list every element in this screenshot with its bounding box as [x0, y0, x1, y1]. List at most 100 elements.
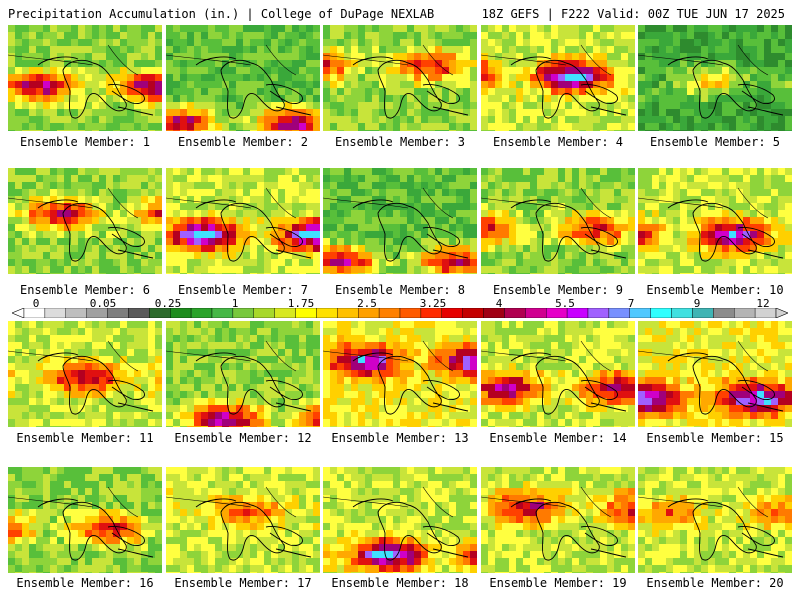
lake-outline [352, 56, 469, 119]
colorbar-tick-label: 0 [32, 297, 40, 310]
colorbar-swatch [337, 308, 359, 318]
colorbar-tick-label: 3.25 [419, 297, 447, 310]
panel-label: Ensemble Member: 9 [492, 283, 624, 297]
member-map-6 [8, 168, 162, 274]
panel-label: Ensemble Member: 7 [177, 283, 309, 297]
member-map-18 [323, 467, 477, 573]
colorbar-tick-label: 1 [231, 297, 239, 310]
member-map-13 [323, 321, 477, 427]
panel-label: Ensemble Member: 3 [334, 135, 466, 149]
colorbar-swatch [44, 308, 66, 318]
member-map-8 [323, 168, 477, 274]
panel-label: Ensemble Member: 5 [649, 135, 781, 149]
lake-outline [352, 498, 469, 561]
panel-label: Ensemble Member: 17 [174, 576, 312, 590]
lake-outline [667, 56, 784, 119]
panel-label: Ensemble Member: 13 [331, 431, 469, 445]
member-map-2 [166, 25, 320, 131]
colorbar-swatch [128, 308, 150, 318]
border-outline [481, 187, 612, 219]
panel-label: Ensemble Member: 14 [489, 431, 627, 445]
colorbar-swatch [525, 308, 547, 318]
lake-outline [667, 498, 784, 561]
lake-outline [37, 352, 154, 415]
member-map-17 [166, 467, 320, 573]
member-map-15 [638, 321, 792, 427]
lake-outline [352, 352, 469, 415]
border-outline [481, 486, 612, 518]
lake-outline [510, 498, 627, 561]
lake-outline [37, 56, 154, 119]
colorbar-swatch [316, 308, 338, 318]
panel-label: Ensemble Member: 18 [331, 576, 469, 590]
colorbar-tick-label: 9 [693, 297, 701, 310]
lake-outline [667, 199, 784, 262]
border-outline [166, 340, 297, 372]
border-outline [323, 187, 454, 219]
colorbar-swatch [399, 308, 422, 318]
colorbar-tick-label: 0.05 [89, 297, 117, 310]
border-outline [8, 187, 139, 219]
member-map-7 [166, 168, 320, 274]
lake-outline [510, 56, 627, 119]
member-map-3 [323, 25, 477, 131]
panel-label: Ensemble Member: 8 [334, 283, 466, 297]
panel-label: Ensemble Member: 4 [492, 135, 624, 149]
border-outline [323, 44, 454, 76]
colorbar-swatch [650, 308, 672, 318]
colorbar-swatch [734, 308, 756, 318]
colorbar-swatch [462, 308, 484, 318]
colorbar-tick-label: 7 [627, 297, 635, 310]
chart-title: Precipitation Accumulation (in.) | Colle… [8, 7, 435, 21]
lake-outline [195, 498, 312, 561]
member-map-10 [638, 168, 792, 274]
member-map-12 [166, 321, 320, 427]
colorbar-swatch [713, 308, 735, 318]
panel-label: Ensemble Member: 10 [646, 283, 784, 297]
colorbar-tick-label: 5.5 [555, 297, 575, 310]
colorbar-swatch [253, 308, 275, 318]
border-outline [166, 486, 297, 518]
lake-outline [37, 498, 154, 561]
border-outline [8, 44, 139, 76]
member-map-16 [8, 467, 162, 573]
panel-label: Ensemble Member: 12 [174, 431, 312, 445]
lake-outline [352, 199, 469, 262]
border-outline [323, 340, 454, 372]
member-map-19 [481, 467, 635, 573]
panel-label: Ensemble Member: 11 [16, 431, 154, 445]
lake-outline [195, 352, 312, 415]
member-map-9 [481, 168, 635, 274]
valid-time: 18Z GEFS | F222 Valid: 00Z TUE JUN 17 20… [481, 7, 785, 21]
panel-label: Ensemble Member: 20 [646, 576, 784, 590]
colorbar [12, 308, 788, 318]
border-outline [481, 340, 612, 372]
border-outline [8, 486, 139, 518]
lake-outline [667, 352, 784, 415]
lake-outline [195, 199, 312, 262]
colorbar-right-arrow [775, 308, 788, 318]
panel-label: Ensemble Member: 19 [489, 576, 627, 590]
member-map-14 [481, 321, 635, 427]
colorbar-swatch [190, 308, 213, 318]
border-outline [638, 44, 769, 76]
colorbar-tick-label: 2.5 [357, 297, 377, 310]
lake-outline [195, 56, 312, 119]
border-outline [638, 187, 769, 219]
lake-outline [510, 199, 627, 262]
colorbar-left-arrow [12, 308, 25, 318]
border-outline [166, 187, 297, 219]
colorbar-tick-label: 4 [495, 297, 503, 310]
panel-label: Ensemble Member: 2 [177, 135, 309, 149]
border-outline [481, 44, 612, 76]
colorbar-swatch [608, 308, 630, 318]
member-map-11 [8, 321, 162, 427]
border-outline [638, 486, 769, 518]
member-map-1 [8, 25, 162, 131]
member-map-20 [638, 467, 792, 573]
lake-outline [510, 352, 627, 415]
colorbar-swatch [504, 308, 526, 318]
panel-label: Ensemble Member: 6 [19, 283, 151, 297]
border-outline [166, 44, 297, 76]
member-map-4 [481, 25, 635, 131]
